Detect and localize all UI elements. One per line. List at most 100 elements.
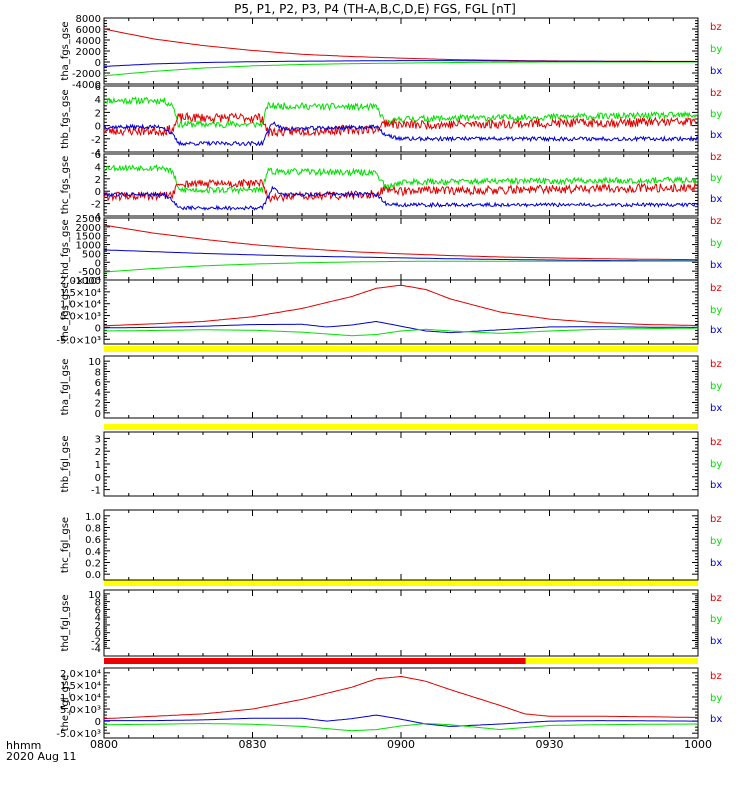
panel-1-ytick-label: 6 [95,82,101,93]
panel-6-ytick-label: 3 [95,434,101,445]
panel-4-ytick-label: -5.0×10³ [56,335,101,346]
panel-6-ytick-label: 2 [95,447,101,458]
panel-6-legend-by: by [710,459,722,470]
panel-7-ytick-label: 0.2 [85,559,101,570]
panel-7-legend-bx: bx [710,558,722,569]
panel-4-ytick-label: 0 [95,323,101,334]
panel-5-ylabel: tha_fgl_gse [60,359,71,416]
x-axis-tick-label: 0830 [239,738,267,751]
panel-7-ylabel: thc_fgl_gse [60,517,71,573]
panel-3-legend-bz: bz [710,216,722,227]
panel-0-ytick-label: 8000 [76,14,101,25]
panel-9-frame [103,667,699,739]
panel-9-ytick-label: 5.0×10³ [60,705,101,716]
panel-0-ytick-label: -4000 [72,80,101,91]
panel-5-ytick-label: 4 [95,388,101,399]
panel-5-ytick-label: 10 [88,357,101,368]
panel-1-ytick-label: 0 [95,122,101,133]
panel-9-ytick-label: 1.0×10⁴ [60,693,101,704]
status-bar-2-segment-0 [104,580,698,586]
panel-6-legend-bx: bx [710,480,722,491]
panel-0-series-bx [103,60,698,67]
panel-7-ytick-label: 0.6 [85,535,101,546]
panel-9-ytick-label: 1.5×10⁴ [60,681,101,692]
x-axis-tick-label: 1000 [684,738,712,751]
panel-7-ytick-label: 0.0 [85,570,101,581]
panel-0-ytick-label: 0 [95,58,101,69]
x-axis-unit-label: hhmm [6,739,42,752]
panel-4-ylabel: the_fgs_gse [60,282,71,341]
x-axis-tick-label: 0900 [387,738,415,751]
panel-8-ylabel: thd_fgl_gse [60,595,71,652]
status-bar-3-segment-0 [104,658,526,664]
panel-7-ytick-label: 0.8 [85,524,101,535]
panel-1-series-bz [103,112,699,138]
panel-2-legend-by: by [710,173,722,184]
panel-1-ytick-label: -4 [91,148,101,159]
panel-9-ytick-label: 0 [95,717,101,728]
panel-4-ytick-label: 2.0×10⁴ [60,276,101,287]
panel-8-frame [103,589,699,657]
panel-3-series-bx [103,249,698,262]
panel-9-ytick-label: -5.0×10³ [56,729,101,740]
panel-4-series-bx [104,320,698,334]
panel-9-legend-by: by [710,693,722,704]
panel-8-ytick-label: 6 [95,605,101,616]
panel-8-ytick-label: -2 [91,636,101,647]
panel-2-ytick-label: -2 [91,200,101,211]
panel-5-legend-bz: bz [710,359,722,370]
panel-3-ytick-label: 0 [95,258,101,269]
panel-9-series-bx [104,714,698,727]
panel-5-ytick-label: 0 [95,409,101,420]
panel-3-ylabel: thd_fgs_gse [60,219,71,278]
panel-8-ytick-label: 4 [95,613,101,624]
panel-9-series-by [104,722,698,732]
panel-9-ylabel: the_fgl_gse [60,675,71,732]
status-bar-3-segment-1 [525,658,698,664]
panel-8-legend-by: by [710,614,722,625]
panel-2-ytick-label: 2 [95,175,101,186]
panel-2-ytick-label: 6 [95,150,101,161]
status-bar-0-segment-0 [104,346,698,352]
panel-9-series-bz [103,675,699,720]
panel-8-ytick-label: 10 [88,590,101,601]
panel-5-ytick-label: 8 [95,368,101,379]
panel-4-legend-bz: bz [710,283,722,294]
panel-0-legend-bx: bx [710,66,722,77]
panel-1-ylabel: thb_fgs_gse [60,89,71,148]
panel-0-ytick-label: 2000 [76,47,101,58]
panel-1-series-bx [103,121,699,147]
panel-3-ytick-label: 1500 [76,232,101,243]
panel-7-legend-bz: bz [710,514,722,525]
panel-6-ytick-label: 0 [95,473,101,484]
panel-1-series-by [103,96,699,129]
panel-4-ytick-label: 1.0×10⁴ [60,300,101,311]
panel-4-legend-bx: bx [710,325,722,336]
panel-0-series-bz [103,28,699,62]
panel-3-ytick-label: 2500 [76,214,101,225]
panel-8-ytick-label: 2 [95,621,101,632]
panel-2-ylabel: thc_fgs_gse [60,156,71,215]
panel-4-series-by [103,327,698,337]
panel-0-series-by [103,61,698,77]
panel-1-legend-bz: bz [710,88,722,99]
panel-8-ytick-label: 0 [95,629,101,640]
panel-8-legend-bz: bz [710,593,722,604]
panel-1-ytick-label: -2 [91,135,101,146]
panel-0-ytick-label: 6000 [76,25,101,36]
panel-3-ytick-label: 1000 [76,241,101,252]
panel-6-ylabel: thb_fgl_gse [60,436,71,493]
panel-3-ytick-label: 500 [82,249,101,260]
panel-3-legend-by: by [710,238,722,249]
panel-6-legend-bz: bz [710,437,722,448]
panel-7-ytick-label: 0.4 [85,547,101,558]
panel-8-ytick-label: 8 [95,598,101,609]
panel-6-ytick-label: -1 [91,486,101,497]
panel-7-ytick-label: 1.0 [85,512,101,523]
panel-1-ytick-label: 2 [95,108,101,119]
panel-4-ytick-label: 5.0×10³ [60,312,101,323]
status-bar-1-segment-0 [104,424,698,430]
panel-2-ytick-label: 4 [95,162,101,173]
panel-2-series-bx [103,185,699,211]
